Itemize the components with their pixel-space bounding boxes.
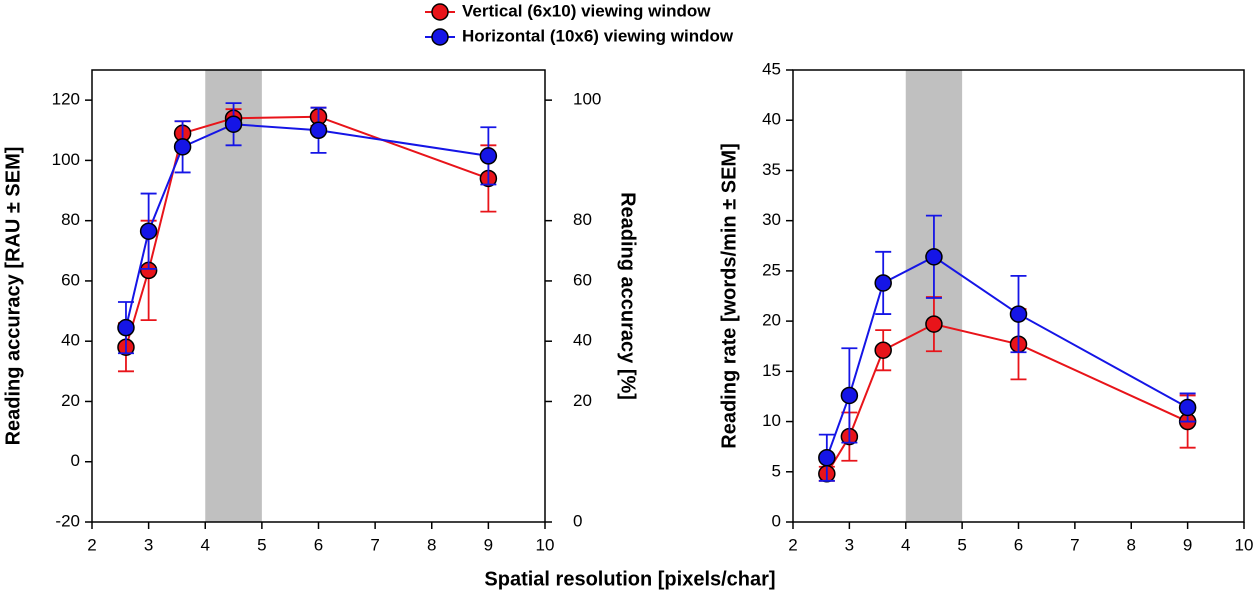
data-point [874,341,892,359]
y2-axis-label: Reading accuracy [%] [617,192,639,400]
y-tick-label: 80 [61,210,80,229]
y2-tick-label: 40 [573,331,592,350]
legend-marker [431,3,449,21]
data-point [925,315,943,333]
data-point [840,386,859,405]
series-line [125,123,489,328]
y-tick-label: 0 [772,511,781,530]
data-point [1009,305,1028,323]
legend-label: Vertical (6x10) viewing window [462,1,711,20]
x-tick-label: 6 [314,535,323,554]
x-tick-label: 5 [957,535,966,554]
x-tick-label: 2 [87,535,96,554]
y2-tick-label: 0 [573,511,582,530]
data-point [818,448,836,467]
x-tick-label: 9 [1183,535,1192,554]
y-tick-label: 5 [772,461,781,480]
x-tick-label: 10 [536,535,555,554]
x-tick-label: 9 [484,535,493,554]
y-tick-label: 120 [52,90,80,109]
y-tick-label: 25 [762,260,781,279]
data-point [1178,398,1197,417]
y-tick-label: 35 [762,160,781,179]
y-tick-label: 45 [762,59,781,78]
x-tick-label: 7 [370,535,379,554]
y-tick-label: 20 [762,311,781,330]
y-tick-label: -20 [55,511,80,530]
y2-tick-label: 20 [573,391,592,410]
y2-tick-label: 60 [573,270,592,289]
data-point [117,318,135,337]
y-tick-label: 10 [762,411,781,430]
y-tick-label: 0 [71,451,80,470]
y2-tick-label: 80 [573,210,592,229]
data-point [874,274,892,292]
y-axis-label: Reading accuracy [RAU ± SEM] [2,147,24,446]
y-tick-label: 100 [52,150,80,169]
x-tick-label: 3 [144,535,153,554]
legend-label: Horizontal (10x6) viewing window [462,26,734,45]
x-tick-label: 2 [788,535,797,554]
legend-marker [431,28,449,46]
x-tick-label: 4 [201,535,210,554]
x-tick-label: 5 [257,535,266,554]
x-tick-label: 8 [427,535,436,554]
y-tick-label: 40 [762,110,781,129]
data-point [925,248,943,266]
x-tick-label: 8 [1127,535,1136,554]
data-point [173,138,192,156]
y-tick-label: 60 [61,270,80,289]
data-point [479,147,498,165]
y-tick-label: 40 [61,331,80,350]
x-tick-label: 4 [901,535,910,554]
y-axis-label: Reading rate [words/min ± SEM] [718,143,740,448]
x-axis-label: Spatial resolution [pixels/char] [484,568,775,590]
series-line [125,115,489,348]
y-tick-label: 15 [762,361,781,380]
x-tick-label: 7 [1070,535,1079,554]
data-point [309,121,328,140]
data-point [224,115,243,133]
x-tick-label: 3 [845,535,854,554]
y-tick-label: 20 [61,391,80,410]
y-tick-label: 30 [762,210,781,229]
x-tick-label: 6 [1014,535,1023,554]
x-tick-label: 10 [1235,535,1254,554]
series-line [825,255,1189,459]
data-point [139,222,158,240]
y2-tick-label: 100 [573,90,601,109]
